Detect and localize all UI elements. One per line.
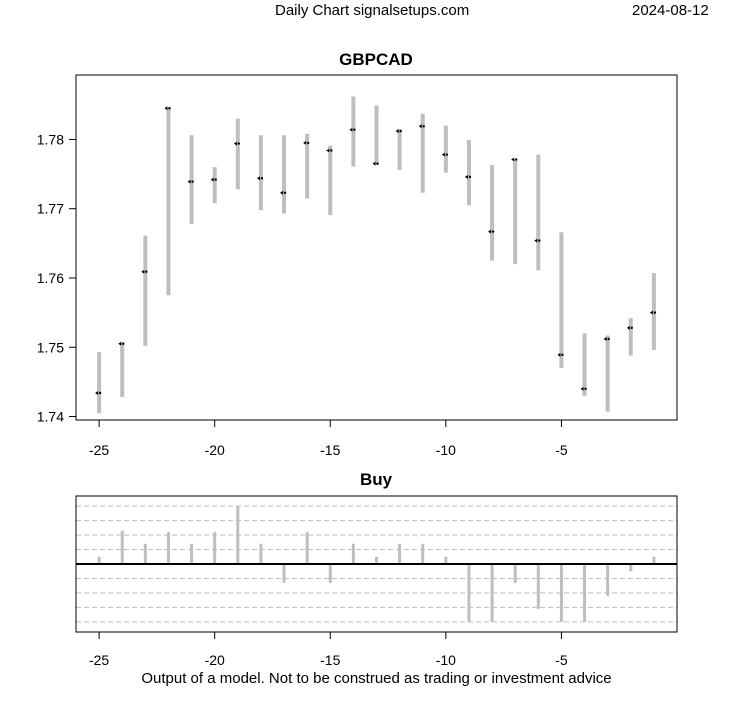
buy-x-tick-label: -5	[555, 652, 568, 668]
price-y-tick-label: 1.78	[37, 131, 64, 147]
close-marker	[210, 177, 214, 182]
close-dot	[260, 177, 264, 180]
price-x-tick-label: -5	[555, 442, 568, 458]
close-dot	[283, 191, 287, 194]
close-dot	[306, 141, 310, 145]
close-dot	[214, 178, 217, 181]
close-dot	[191, 180, 194, 183]
disclaimer-text: Output of a model. Not to be construed a…	[141, 670, 612, 687]
buy-x-tick-label: -25	[89, 652, 109, 668]
price-x-tick-label: -25	[89, 442, 109, 458]
close-dot	[330, 149, 333, 152]
close-dot	[538, 239, 541, 242]
close-dot	[491, 230, 495, 233]
close-dot	[468, 175, 472, 179]
price-chart: GBPCAD -25 -20 -15 -10 -5 1.74 1.75 1.76 1.77 1.…	[37, 50, 678, 458]
close-marker	[511, 157, 515, 162]
close-marker	[557, 352, 561, 357]
close-dot	[376, 162, 379, 165]
close-dot	[98, 391, 102, 395]
close-marker	[603, 336, 607, 341]
close-dot	[653, 311, 657, 314]
close-marker	[280, 190, 284, 195]
close-marker	[649, 310, 653, 315]
buy-signal-chart: Buy -25 -20 -15 -10 -5	[75, 470, 678, 668]
close-marker	[118, 341, 122, 346]
price-y-tick-label: 1.76	[37, 270, 64, 286]
close-dot	[584, 387, 587, 391]
buy-x-tick-label: -20	[205, 652, 225, 668]
close-marker	[488, 229, 492, 234]
header-title: Daily Chart signalsetups.com	[275, 2, 470, 19]
close-marker	[95, 390, 99, 395]
close-dot	[630, 326, 633, 330]
close-marker	[141, 269, 145, 274]
close-marker	[349, 127, 353, 132]
close-dot	[514, 158, 518, 161]
close-marker	[464, 174, 468, 179]
close-dot	[145, 270, 148, 273]
buy-x-tick-label: -15	[320, 652, 340, 668]
close-marker	[626, 325, 630, 330]
close-dot	[561, 353, 564, 357]
close-marker	[187, 179, 191, 184]
close-marker	[233, 141, 237, 146]
close-dot	[168, 107, 171, 110]
close-dot	[399, 129, 402, 133]
header-date: 2024-08-12	[632, 2, 709, 19]
close-marker	[164, 106, 168, 111]
price-x-tick-label: -15	[320, 442, 340, 458]
close-marker	[326, 148, 330, 153]
close-dot	[422, 125, 425, 128]
price-chart-title: GBPCAD	[339, 50, 413, 69]
close-marker	[303, 140, 307, 145]
close-dot	[607, 337, 610, 341]
price-y-tick-label: 1.74	[37, 409, 64, 425]
close-marker	[534, 238, 538, 243]
buy-chart-title: Buy	[360, 470, 393, 489]
close-marker	[256, 176, 260, 181]
close-marker	[372, 161, 376, 166]
close-marker	[418, 124, 422, 129]
close-dot	[122, 342, 125, 345]
close-dot	[237, 142, 241, 145]
price-y-tick-label: 1.75	[37, 339, 64, 355]
buy-x-tick-label: -10	[436, 652, 456, 668]
close-marker	[580, 386, 584, 391]
close-dot	[353, 128, 356, 131]
price-x-tick-label: -20	[205, 442, 225, 458]
close-dot	[445, 153, 449, 156]
price-y-tick-label: 1.77	[37, 201, 64, 217]
price-x-tick-label: -10	[436, 442, 456, 458]
close-marker	[395, 129, 399, 134]
close-marker	[441, 152, 445, 157]
